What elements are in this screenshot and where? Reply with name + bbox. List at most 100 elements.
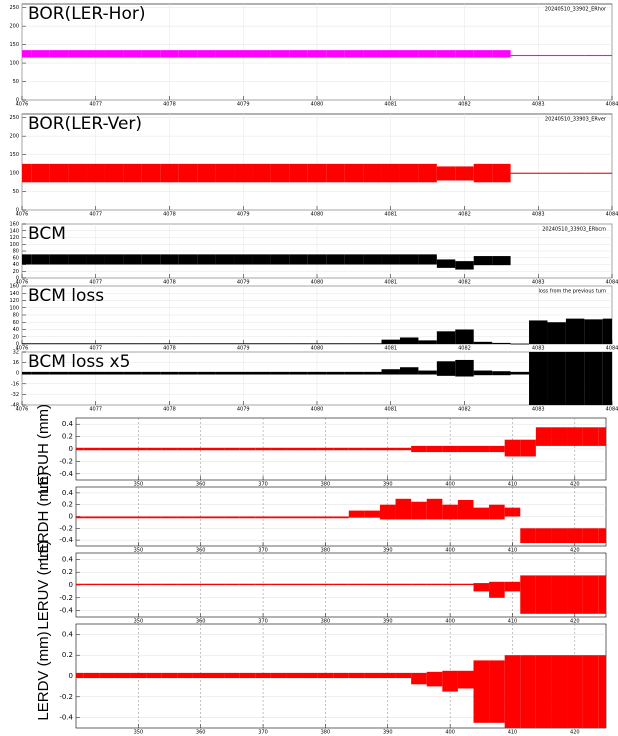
data-band bbox=[239, 583, 256, 585]
x-tick-label: 4078 bbox=[163, 407, 176, 413]
data-band bbox=[224, 447, 240, 451]
data-band bbox=[504, 507, 521, 517]
x-tick-label: 4080 bbox=[311, 346, 324, 352]
data-band bbox=[529, 352, 548, 405]
data-band bbox=[379, 672, 396, 679]
data-band bbox=[289, 50, 308, 58]
data-band bbox=[270, 672, 287, 679]
x-tick-label: 4084 bbox=[606, 280, 618, 286]
y-tick-label: 0 bbox=[16, 371, 19, 377]
y-tick-label: 50 bbox=[13, 79, 19, 85]
data-band bbox=[99, 672, 115, 679]
data-band bbox=[255, 583, 271, 585]
y-tick-label: 0.2 bbox=[62, 433, 73, 441]
data-band bbox=[520, 439, 536, 457]
legend-entry: loss from the previous turn bbox=[539, 289, 607, 295]
data-band bbox=[504, 655, 521, 728]
data-band bbox=[489, 660, 505, 723]
data-band bbox=[270, 516, 287, 519]
x-tick-label: 4079 bbox=[237, 102, 250, 108]
x-tick-label: 4079 bbox=[237, 280, 250, 286]
data-band bbox=[489, 581, 505, 598]
data-band bbox=[492, 371, 511, 376]
panel-title: BCM loss bbox=[28, 286, 104, 306]
y-tick-label: -0.2 bbox=[59, 594, 73, 602]
data-band bbox=[123, 254, 142, 265]
data-band bbox=[364, 583, 380, 585]
x-tick-label: 360 bbox=[196, 619, 206, 625]
data-band bbox=[31, 343, 50, 345]
x-tick-label: 4081 bbox=[384, 346, 397, 352]
data-band bbox=[333, 516, 349, 519]
data-band bbox=[160, 371, 179, 375]
data-band bbox=[411, 672, 427, 685]
data-band bbox=[197, 163, 216, 183]
data-band bbox=[68, 343, 87, 345]
data-band bbox=[529, 172, 548, 174]
data-band bbox=[215, 163, 235, 183]
data-band bbox=[192, 447, 209, 451]
data-band bbox=[86, 50, 105, 58]
data-band bbox=[598, 528, 606, 544]
y-tick-label: 0 bbox=[16, 276, 19, 282]
x-tick-label: 4083 bbox=[532, 102, 545, 108]
x-tick-label: 370 bbox=[258, 619, 268, 625]
data-band bbox=[31, 254, 50, 265]
data-band bbox=[582, 655, 599, 728]
data-band bbox=[520, 575, 536, 614]
x-tick-label: 420 bbox=[570, 730, 580, 736]
x-tick-label: 4082 bbox=[458, 212, 471, 218]
x-tick-label: 4081 bbox=[384, 212, 397, 218]
y-tick-label: 0.4 bbox=[62, 630, 74, 638]
data-band bbox=[584, 319, 603, 344]
data-band bbox=[602, 318, 612, 344]
panel-title: BOR(LER-Ver) bbox=[28, 114, 142, 134]
data-band bbox=[270, 371, 290, 375]
data-band bbox=[177, 672, 193, 679]
data-band bbox=[567, 427, 583, 446]
data-band bbox=[473, 370, 493, 376]
x-tick-label: 4084 bbox=[606, 102, 618, 108]
y-tick-label: 0 bbox=[69, 445, 73, 453]
data-band bbox=[302, 516, 318, 519]
x-tick-label: 4077 bbox=[89, 280, 102, 286]
data-band bbox=[68, 163, 87, 183]
x-tick-label: 4082 bbox=[458, 102, 471, 108]
data-band bbox=[192, 672, 209, 679]
y-tick-label: 40 bbox=[13, 327, 19, 333]
data-band bbox=[399, 367, 419, 375]
data-band bbox=[68, 371, 87, 375]
data-band bbox=[395, 447, 412, 451]
data-band bbox=[99, 583, 115, 585]
y-tick-label: 0.2 bbox=[62, 501, 73, 509]
x-tick-label: 390 bbox=[383, 619, 393, 625]
data-band bbox=[22, 254, 32, 265]
data-band bbox=[86, 343, 105, 345]
data-band bbox=[547, 322, 566, 344]
data-band bbox=[286, 447, 303, 451]
data-band bbox=[99, 447, 115, 451]
data-band bbox=[348, 583, 365, 585]
data-band bbox=[224, 672, 240, 679]
y-tick-label: 140 bbox=[9, 291, 19, 297]
y-tick-label: 0 bbox=[16, 98, 19, 104]
data-band bbox=[333, 672, 349, 679]
data-band bbox=[364, 510, 380, 518]
x-tick-label: 380 bbox=[321, 730, 331, 736]
data-band bbox=[399, 337, 419, 344]
data-band bbox=[317, 583, 334, 585]
data-band bbox=[426, 583, 443, 585]
data-band bbox=[270, 50, 290, 58]
data-band bbox=[535, 528, 552, 544]
data-band bbox=[602, 352, 612, 405]
x-tick-label: 360 bbox=[196, 548, 206, 554]
data-band bbox=[565, 172, 585, 174]
y-tick-label: 120 bbox=[9, 298, 19, 304]
data-band bbox=[326, 343, 345, 345]
data-band bbox=[535, 427, 552, 446]
legend-entry: 20240510_33903_ERver bbox=[545, 117, 607, 123]
data-band bbox=[473, 163, 493, 183]
data-band bbox=[286, 516, 303, 519]
x-tick-label: 4078 bbox=[163, 102, 176, 108]
